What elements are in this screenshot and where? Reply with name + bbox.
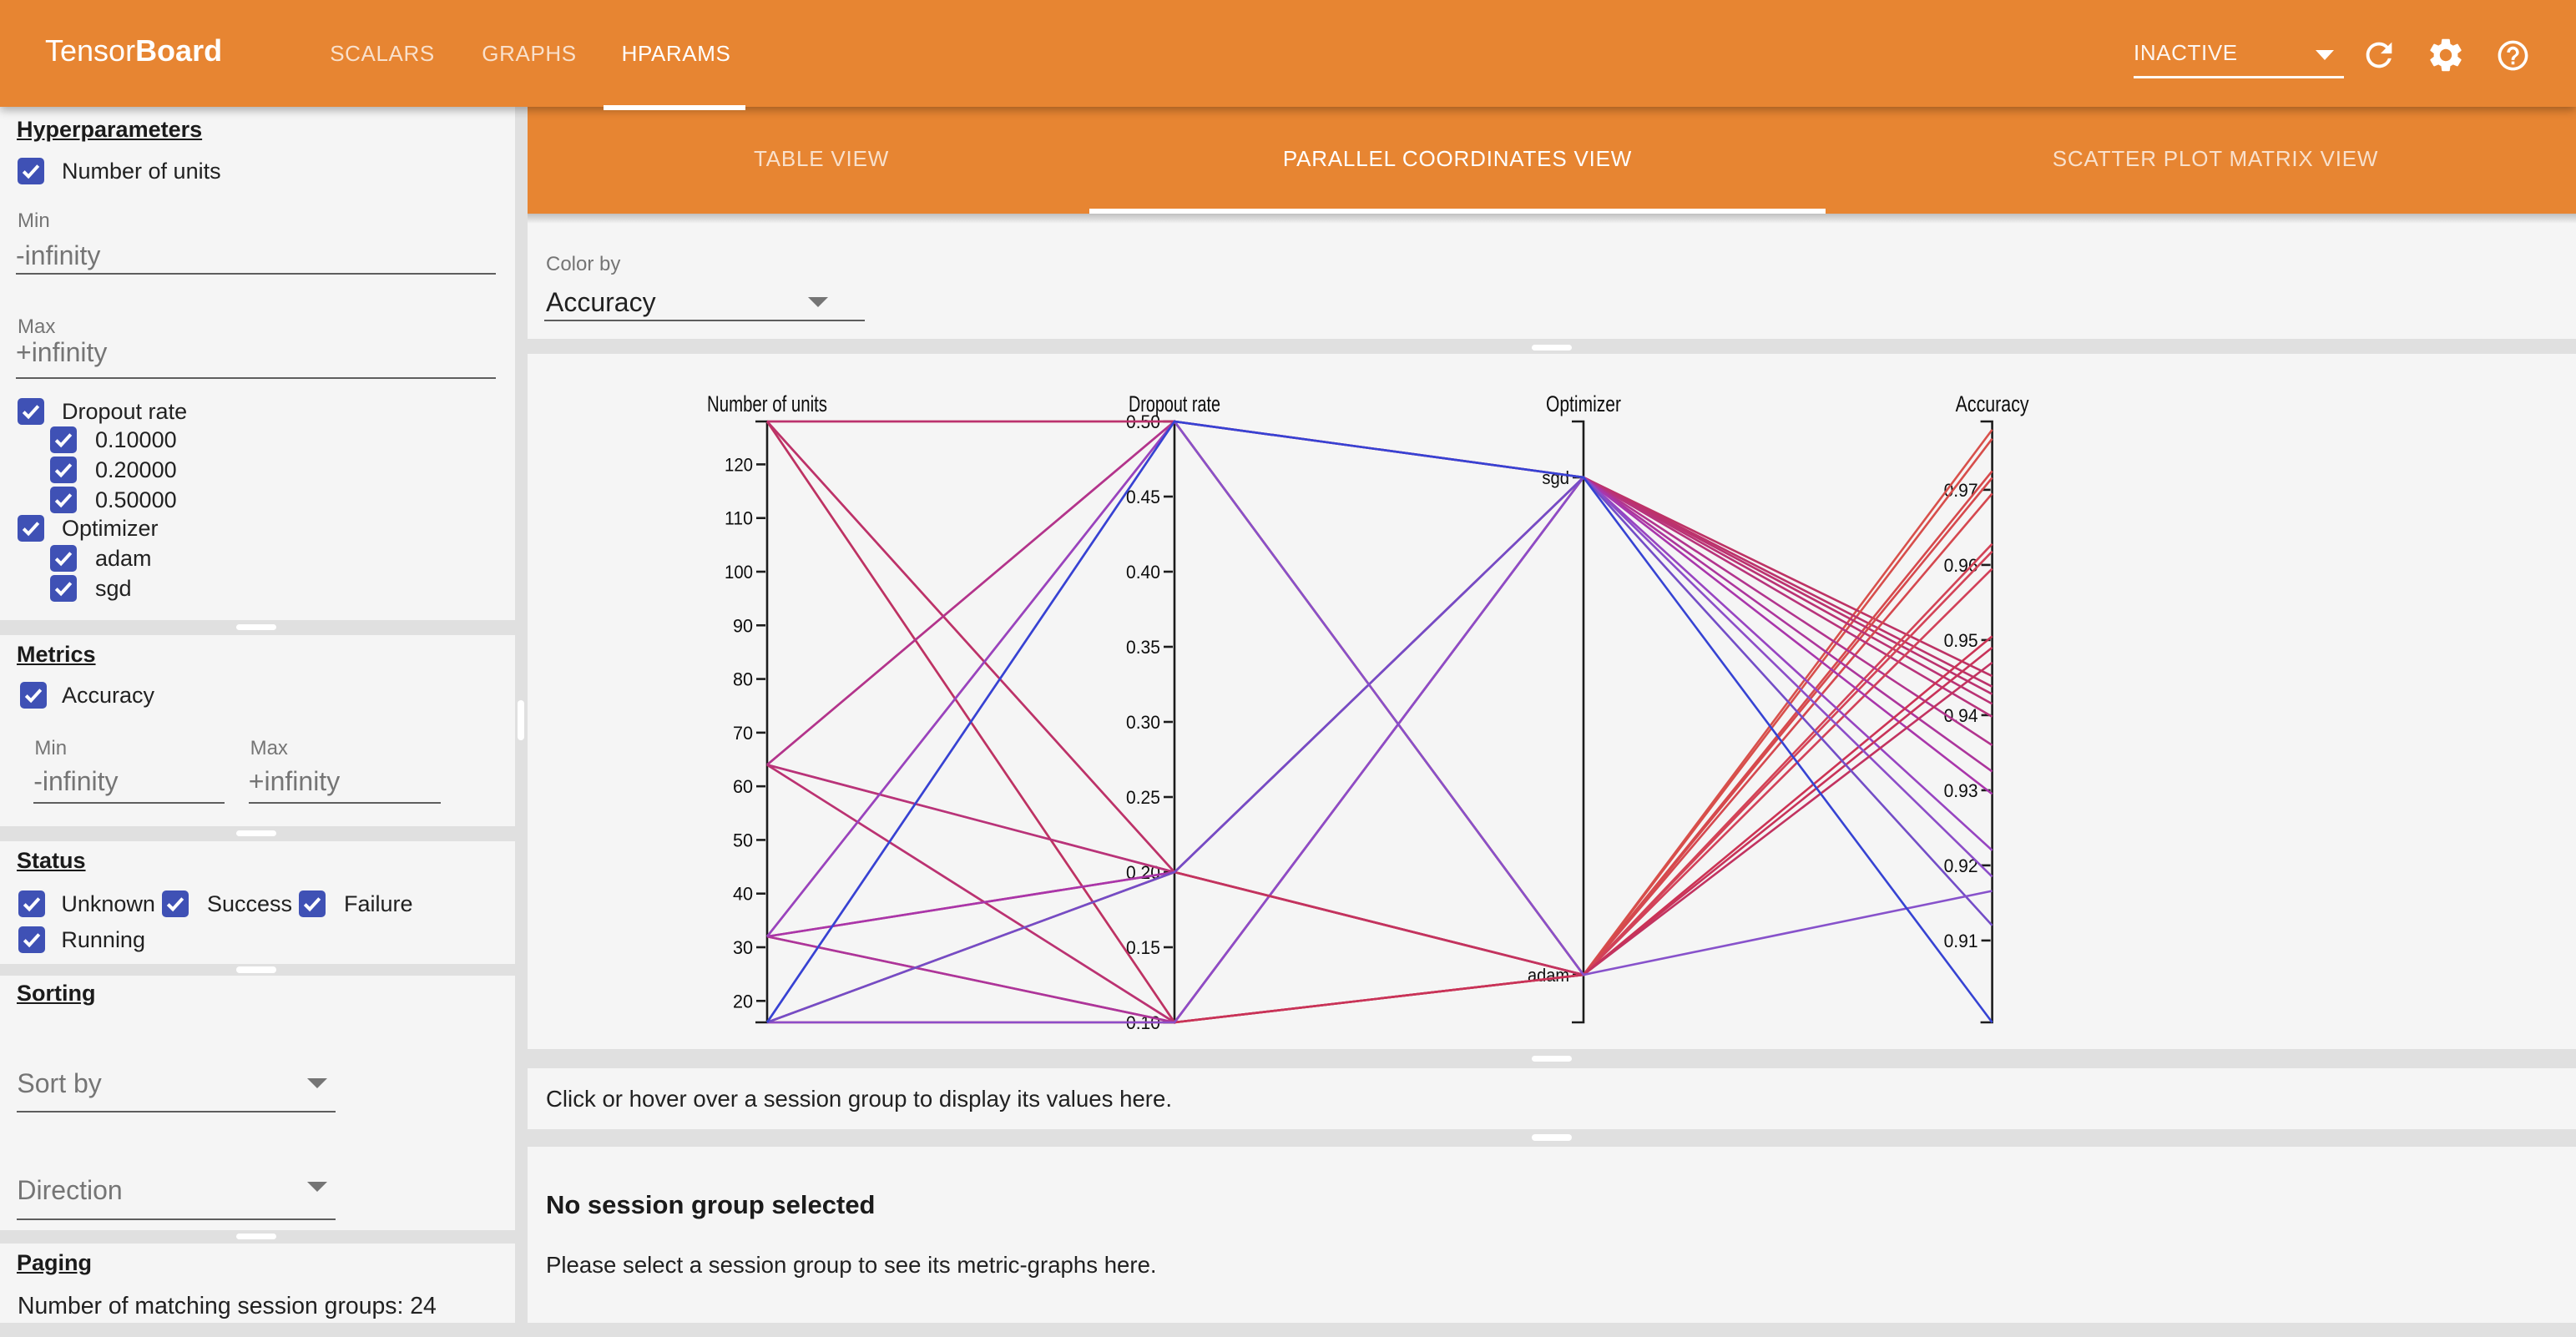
svg-text:60: 60 <box>733 776 753 797</box>
svg-text:0.95: 0.95 <box>1944 630 1978 651</box>
svg-text:30: 30 <box>733 937 753 958</box>
svg-text:100: 100 <box>725 562 753 583</box>
svg-text:0.93: 0.93 <box>1944 780 1978 801</box>
svg-text:Dropout rate: Dropout rate <box>1129 391 1220 416</box>
svg-text:0.15: 0.15 <box>1126 937 1160 958</box>
svg-text:0.30: 0.30 <box>1126 712 1160 733</box>
svg-text:20: 20 <box>733 991 753 1012</box>
svg-text:0.97: 0.97 <box>1944 480 1978 501</box>
svg-text:0.25: 0.25 <box>1126 787 1160 808</box>
svg-text:120: 120 <box>725 454 753 475</box>
svg-text:70: 70 <box>733 723 753 744</box>
svg-text:80: 80 <box>733 669 753 690</box>
svg-text:0.45: 0.45 <box>1126 487 1160 507</box>
svg-text:Number of units: Number of units <box>707 391 827 416</box>
svg-text:40: 40 <box>733 884 753 905</box>
svg-text:0.35: 0.35 <box>1126 637 1160 658</box>
svg-text:sgd: sgd <box>1542 467 1569 488</box>
svg-text:0.94: 0.94 <box>1944 705 1978 726</box>
svg-text:0.91: 0.91 <box>1944 931 1978 951</box>
svg-text:50: 50 <box>733 830 753 850</box>
svg-text:90: 90 <box>733 615 753 636</box>
svg-text:0.40: 0.40 <box>1126 562 1160 583</box>
svg-text:Accuracy: Accuracy <box>1956 391 2030 416</box>
svg-text:0.92: 0.92 <box>1944 855 1978 876</box>
svg-text:110: 110 <box>725 508 753 529</box>
svg-text:adam: adam <box>1528 965 1569 986</box>
svg-text:Optimizer: Optimizer <box>1546 391 1621 416</box>
